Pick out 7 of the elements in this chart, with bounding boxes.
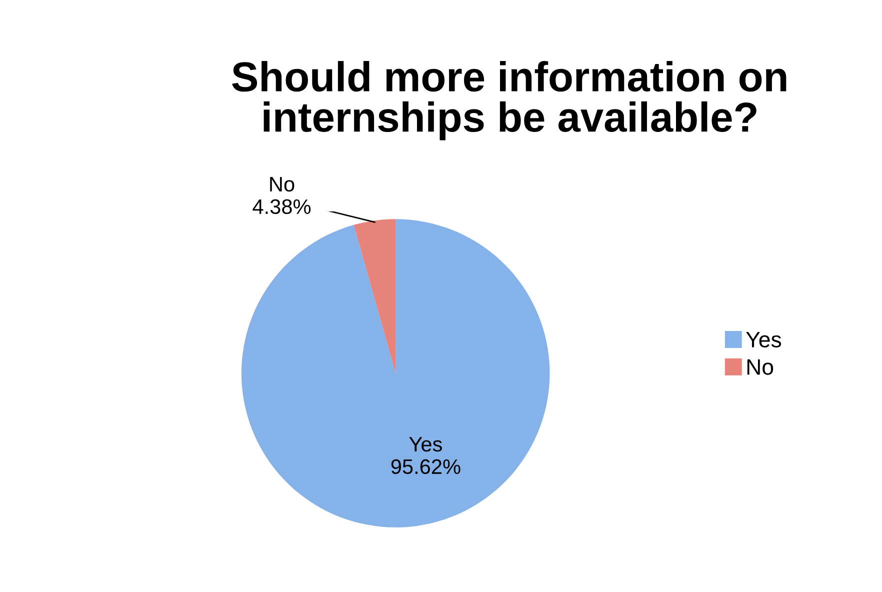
chart-title: Should more information on internships be available? <box>232 61 786 140</box>
data-label: 95.62% <box>391 459 460 474</box>
legend-label: No <box>747 359 774 375</box>
data-label: 4.38% <box>252 199 311 214</box>
slice-label: Yes <box>409 437 442 452</box>
legend-label: Yes <box>746 332 782 348</box>
slice-label: No <box>270 177 294 192</box>
